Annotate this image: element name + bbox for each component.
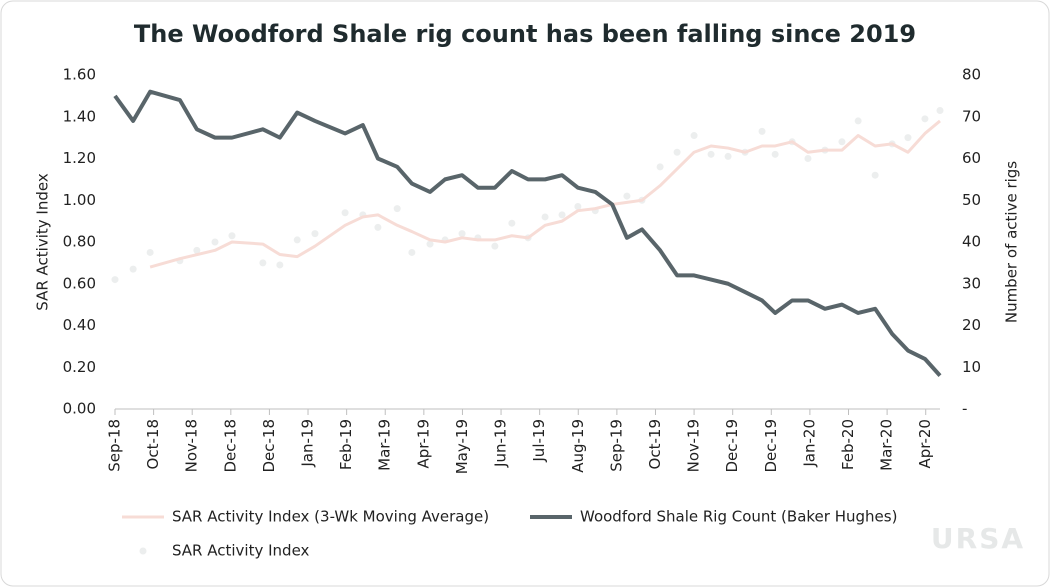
data-point xyxy=(771,150,779,158)
y2-tick-label: 70 xyxy=(962,107,981,125)
x-tick-label: Apr-20 xyxy=(916,419,934,469)
y-tick-label: 1.20 xyxy=(63,149,96,167)
x-tick-label: Dec-18 xyxy=(260,419,278,473)
y2-axis-label: Number of active rigs xyxy=(1003,161,1021,323)
y-tick-label: 1.60 xyxy=(63,66,96,84)
data-point xyxy=(311,230,319,238)
x-tick-label: Oct-18 xyxy=(144,419,162,469)
data-point xyxy=(211,238,219,246)
data-point xyxy=(146,248,154,256)
y2-tick-label: 40 xyxy=(962,233,981,251)
data-point xyxy=(758,127,766,135)
y-axis-label: SAR Activity Index xyxy=(34,173,52,311)
x-tick-label: Oct-19 xyxy=(646,419,664,469)
x-tick-label: Sep-19 xyxy=(607,419,625,472)
data-point xyxy=(276,261,284,269)
data-point xyxy=(393,205,401,213)
data-point xyxy=(707,150,715,158)
data-point xyxy=(458,230,466,238)
data-point xyxy=(341,209,349,217)
y2-tick-label: - xyxy=(962,400,967,418)
x-tick-label: Nov-18 xyxy=(183,419,201,472)
legend-swatch xyxy=(139,547,147,555)
legend-label: SAR Activity Index (3-Wk Moving Average) xyxy=(172,508,489,526)
x-tick-label: Mar-20 xyxy=(878,419,896,471)
x-tick-label: Feb-19 xyxy=(337,419,355,470)
y2-tick-label: 80 xyxy=(962,66,981,84)
x-tick-label: Dec-19 xyxy=(723,419,741,473)
y2-tick-label: 50 xyxy=(962,191,981,209)
x-tick-label: Mar-19 xyxy=(376,419,394,471)
data-point xyxy=(904,134,912,142)
data-point xyxy=(623,192,631,200)
x-tick-label: Jul-19 xyxy=(530,419,548,463)
data-point xyxy=(508,219,516,227)
x-tick-label: Nov-19 xyxy=(685,419,703,472)
x-tick-label: May-19 xyxy=(453,419,471,474)
data-point xyxy=(936,106,944,114)
data-point xyxy=(408,248,416,256)
data-point xyxy=(673,148,681,156)
chart-title: The Woodford Shale rig count has been fa… xyxy=(134,20,916,48)
x-tick-label: Sep-18 xyxy=(106,419,124,472)
x-tick-label: Jan-20 xyxy=(800,419,818,468)
y2-tick-label: 10 xyxy=(962,358,981,376)
y-tick-label: 0.60 xyxy=(63,274,96,292)
data-point xyxy=(838,138,846,146)
y2-tick-label: 20 xyxy=(962,316,981,334)
series-line xyxy=(113,89,942,377)
data-point xyxy=(129,265,137,273)
y-tick-label: 1.40 xyxy=(63,107,96,125)
data-point xyxy=(724,152,732,160)
data-point xyxy=(374,223,382,231)
watermark: URSA xyxy=(931,522,1025,555)
data-point xyxy=(426,240,434,248)
data-point xyxy=(228,232,236,240)
y2-tick-label: 30 xyxy=(962,274,981,292)
data-point xyxy=(804,155,812,162)
y-tick-label: 1.00 xyxy=(63,191,96,209)
data-point xyxy=(921,115,929,123)
data-point xyxy=(259,259,267,267)
data-point xyxy=(491,242,499,250)
x-tick-label: Jan-19 xyxy=(299,419,317,468)
data-point xyxy=(690,132,698,140)
data-point xyxy=(293,236,301,244)
y-tick-label: 0.40 xyxy=(63,316,96,334)
data-point xyxy=(111,276,119,284)
y-tick-label: 0.80 xyxy=(63,233,96,251)
x-tick-label: Dec-19 xyxy=(762,419,780,473)
x-tick-label: Jun-19 xyxy=(492,419,510,468)
data-point xyxy=(574,203,582,211)
y-tick-label: 0.00 xyxy=(63,400,96,418)
legend-label: SAR Activity Index xyxy=(172,542,310,560)
y2-tick-label: 60 xyxy=(962,149,981,167)
x-tick-label: Apr-19 xyxy=(414,419,432,469)
series-line xyxy=(149,119,941,269)
legend-label: Woodford Shale Rig Count (Baker Hughes) xyxy=(580,508,897,526)
data-point xyxy=(854,117,862,125)
data-point xyxy=(193,246,201,254)
data-point xyxy=(541,213,549,221)
data-point xyxy=(656,163,664,171)
data-point xyxy=(558,211,566,219)
data-point xyxy=(871,171,879,179)
y-tick-label: 0.20 xyxy=(63,358,96,376)
x-tick-label: Feb-20 xyxy=(839,419,857,470)
x-tick-label: Dec-18 xyxy=(221,419,239,473)
x-tick-label: Aug-19 xyxy=(569,419,587,473)
